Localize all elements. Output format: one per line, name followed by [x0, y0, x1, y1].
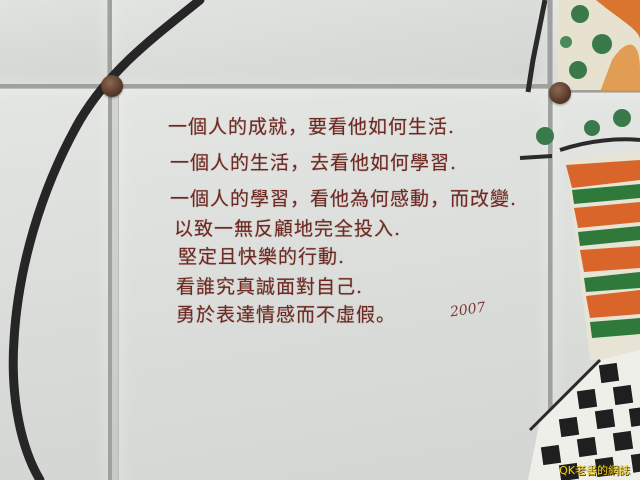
orange-feather	[596, 0, 640, 40]
tile-center	[118, 88, 550, 480]
poem-line-3: 一個人的學習，看他為何感動，而改變.	[170, 188, 518, 210]
checker-pattern	[528, 350, 640, 480]
poem-line-1: 一個人的成就，要看他如何生活.	[168, 116, 456, 138]
poem-line-4: 以致一無反顧地完全投入.	[174, 218, 402, 240]
poem-line-2: 一個人的生活，去看他如何學習.	[170, 152, 458, 174]
tile-top-left	[0, 0, 108, 86]
poem-line-5: 堅定且快樂的行動.	[178, 246, 346, 268]
watermark: QK老書的網誌	[559, 464, 630, 477]
wall-bolt	[101, 75, 123, 97]
grout-line	[0, 84, 552, 88]
handwritten-poem: 一個人的成就，要看他如何生活. 一個人的生活，去看他如何學習. 一個人的學習，看…	[162, 112, 522, 326]
wall-bolt	[549, 82, 571, 104]
painted-line	[525, 0, 548, 93]
poem-line-6: 看誰究真誠面對自己.	[176, 276, 364, 298]
grout-line	[108, 0, 112, 480]
striped-cone	[519, 137, 640, 360]
painted-arc	[8, 0, 205, 480]
grout-line	[548, 0, 552, 480]
poem-line-7: 勇於表達情感而不虛假。	[176, 304, 397, 326]
